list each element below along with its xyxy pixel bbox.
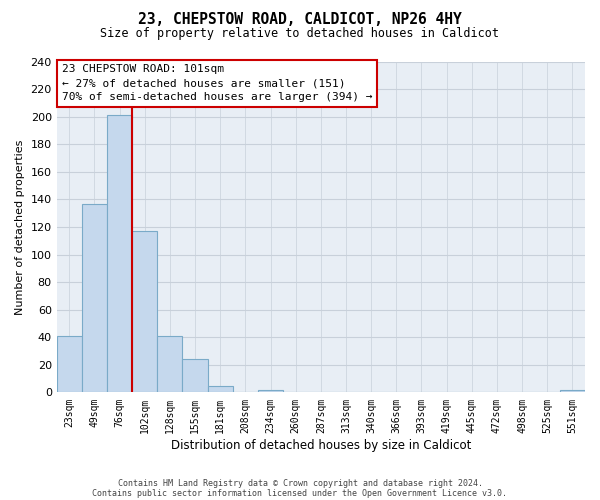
Text: 23 CHEPSTOW ROAD: 101sqm
← 27% of detached houses are smaller (151)
70% of semi-: 23 CHEPSTOW ROAD: 101sqm ← 27% of detach… <box>62 64 372 102</box>
Bar <box>208 386 233 392</box>
Bar <box>560 390 585 392</box>
Bar <box>258 390 283 392</box>
Text: Contains HM Land Registry data © Crown copyright and database right 2024.: Contains HM Land Registry data © Crown c… <box>118 478 482 488</box>
Y-axis label: Number of detached properties: Number of detached properties <box>15 140 25 314</box>
Text: 23, CHEPSTOW ROAD, CALDICOT, NP26 4HY: 23, CHEPSTOW ROAD, CALDICOT, NP26 4HY <box>138 12 462 28</box>
Bar <box>182 360 208 392</box>
Text: Size of property relative to detached houses in Caldicot: Size of property relative to detached ho… <box>101 28 499 40</box>
Bar <box>56 336 82 392</box>
Bar <box>107 116 132 392</box>
Bar <box>82 204 107 392</box>
Text: Contains public sector information licensed under the Open Government Licence v3: Contains public sector information licen… <box>92 488 508 498</box>
X-axis label: Distribution of detached houses by size in Caldicot: Distribution of detached houses by size … <box>170 440 471 452</box>
Bar <box>132 231 157 392</box>
Bar <box>157 336 182 392</box>
